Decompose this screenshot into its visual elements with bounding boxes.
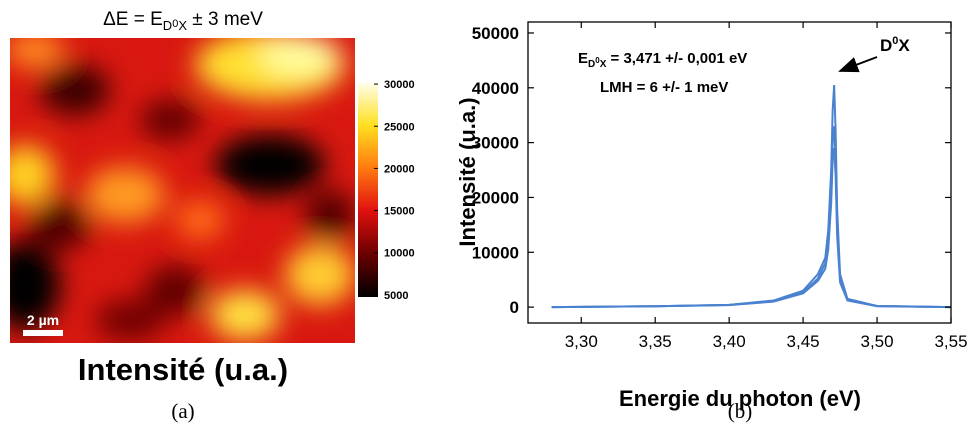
plot-frame — [527, 21, 952, 324]
colorbar-tick-label: 30000 — [384, 79, 415, 91]
y-axis-title: Intensité (u.a.) — [455, 97, 480, 246]
x-tick-label: 3,45 — [787, 332, 820, 351]
caption: (a) — [171, 399, 194, 423]
y-tick-label: 50000 — [472, 24, 519, 43]
x-axis-title: Energie du photon (eV) — [619, 386, 861, 411]
caption: (b) — [728, 399, 753, 423]
heatmap — [10, 38, 355, 343]
x-tick-label: 3,55 — [934, 332, 967, 351]
colorbar — [358, 82, 378, 297]
title-part: ΔE = E — [103, 9, 163, 30]
y-tick-label: 40000 — [472, 79, 519, 98]
title-sub: D — [163, 18, 172, 33]
series-line — [551, 147, 952, 309]
x-tick-label: 3,30 — [565, 332, 598, 351]
peak-sup: 0 — [892, 35, 898, 47]
x-tick-label: 3,35 — [639, 332, 672, 351]
peak-part: D — [880, 36, 892, 55]
colorbar-tick-label: 5000 — [384, 290, 408, 302]
annotation-sub: X — [600, 59, 607, 70]
colorbar-ticks: 5000 10000 15000 20000 25000 30000 — [374, 79, 415, 302]
annotation-sup: 0 — [595, 56, 600, 65]
scale-bar-label: 2 µm — [27, 312, 59, 328]
y-tick-label: 30000 — [472, 134, 519, 153]
title-sub: X — [178, 18, 187, 33]
title-part: ± 3 meV — [187, 9, 263, 30]
annotation-part: = 3,471 +/- 0,001 eV — [606, 50, 747, 67]
heatmap-blobs — [10, 38, 355, 340]
peak-label: D0X — [880, 35, 910, 55]
colorbar-tick-label: 15000 — [384, 206, 415, 218]
title-sup: 0 — [172, 18, 178, 30]
y-tick-label: 20000 — [472, 188, 519, 207]
map-title: ΔE = ED0X ± 3 meV — [103, 9, 263, 33]
colorbar-tick-label: 25000 — [384, 121, 415, 133]
line-plot: 3,30 3,35 3,40 3,45 3,50 3,55 0 10000 20000 30000… — [472, 21, 968, 351]
annotation-part: E — [578, 50, 588, 67]
scale-bar — [23, 330, 63, 336]
x-tick-label: 3,40 — [713, 332, 746, 351]
peak-part: X — [898, 36, 910, 55]
x-tick-label: 3,50 — [861, 332, 894, 351]
annotation: ED0X = 3,471 +/- 0,001 eV — [578, 50, 747, 70]
colorbar-tick-label: 20000 — [384, 163, 415, 175]
y-tick-label: 0 — [510, 298, 519, 317]
series-line — [551, 84, 952, 309]
map-label: Intensité (u.a.) — [78, 352, 288, 387]
annotation-sub: D — [588, 59, 595, 70]
series-line — [551, 126, 952, 309]
peak-arrow — [838, 56, 878, 73]
colorbar-tick-label: 10000 — [384, 248, 415, 260]
y-tick-label: 10000 — [472, 243, 519, 262]
annotation: LMH = 6 +/- 1 meV — [600, 79, 728, 96]
